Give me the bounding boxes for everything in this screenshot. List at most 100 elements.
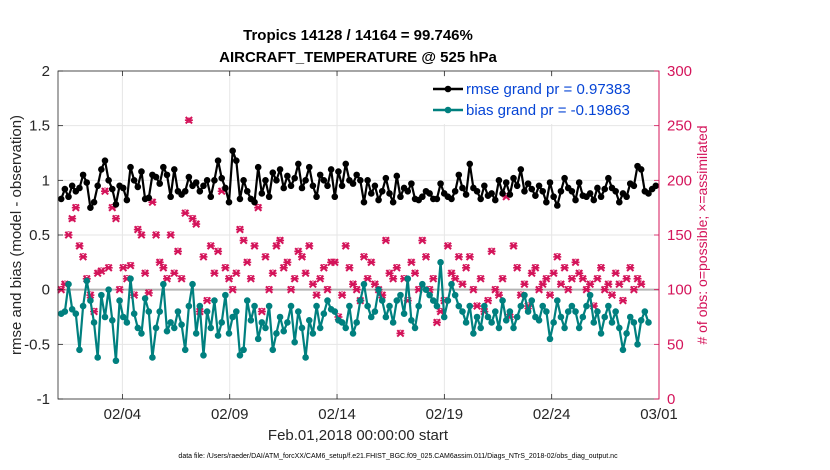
rmse-point	[295, 160, 302, 168]
bias-point	[491, 308, 499, 315]
obs-assimilated-point	[567, 274, 576, 283]
bias-point	[623, 330, 630, 337]
rmse-point	[65, 193, 72, 201]
obs-assimilated-point	[100, 187, 109, 196]
obs-assimilated-point	[305, 242, 314, 250]
bias-point	[196, 302, 204, 310]
bias-point	[105, 286, 112, 293]
bias-point	[229, 313, 236, 321]
obs-assimilated-point	[483, 296, 492, 305]
obs-assimilated-point	[235, 225, 244, 234]
obs-assimilated-point	[626, 263, 635, 272]
rmse-point	[108, 185, 116, 193]
rmse-point	[360, 198, 368, 206]
bias-point	[90, 319, 98, 326]
rmse-point	[83, 179, 91, 186]
rmse-point	[513, 182, 521, 190]
bias-point	[127, 275, 134, 283]
bias-point	[123, 319, 131, 326]
obs-assimilated-point	[578, 274, 587, 283]
obs-assimilated-point	[64, 231, 73, 239]
y-right-tick-label: 250	[667, 118, 692, 135]
rmse-point	[313, 193, 320, 201]
bias-point	[79, 302, 87, 310]
rmse-point	[532, 192, 539, 199]
bias-point	[87, 297, 94, 304]
bias-point	[415, 302, 422, 310]
obs-assimilated-point	[312, 291, 321, 300]
bias-point	[298, 324, 306, 332]
rmse-point	[594, 184, 601, 192]
bias-point	[258, 319, 266, 326]
bias-point	[404, 275, 412, 283]
obs-assimilated-point	[553, 252, 562, 261]
obs-assimilated-point	[323, 285, 332, 294]
obs-assimilated-point	[513, 263, 522, 272]
legend-box	[428, 77, 653, 124]
x-tick-label: 02/14	[318, 406, 356, 423]
y-right-tick-label: 0	[667, 391, 675, 408]
left-axis-ticks: -1 -0.5 0 0.5 1 1.5 2	[24, 63, 63, 408]
rmse-point	[597, 193, 605, 201]
bias-point	[437, 259, 444, 266]
obs-assimilated-point	[352, 285, 361, 294]
obs-assimilated-point	[104, 263, 113, 272]
obs-assimilated-point	[389, 274, 398, 283]
rmse-point	[397, 193, 404, 201]
obs-assimilated-point	[232, 269, 241, 278]
obs-assimilated-point	[542, 274, 551, 283]
bias-point	[174, 308, 182, 315]
rmse-point	[251, 198, 258, 206]
bias-point	[134, 324, 142, 332]
bias-point	[108, 316, 116, 324]
rmse-point	[211, 177, 218, 184]
bias-point	[444, 297, 452, 304]
bias-point	[641, 308, 649, 315]
rmse-point	[364, 177, 371, 184]
obs-assimilated-point	[600, 285, 609, 294]
bias-point	[393, 297, 401, 304]
obs-assimilated-point	[126, 261, 135, 270]
obs-assimilated-point	[316, 274, 325, 283]
bias-point	[517, 302, 525, 310]
x-tick-label: 02/09	[211, 406, 249, 423]
bias-point	[316, 324, 324, 332]
rmse-point	[517, 166, 525, 173]
rmse-point	[371, 182, 379, 190]
rmse-point	[448, 195, 455, 203]
obs-assimilated-point	[615, 280, 624, 289]
bias-point	[112, 357, 120, 365]
bias-point	[448, 280, 455, 288]
y-left-tick-label: -0.5	[24, 336, 50, 353]
obs-assimilated-point	[294, 247, 303, 256]
bias-point	[616, 324, 623, 332]
rmse-point	[561, 174, 568, 182]
obs-assimilated-point	[254, 203, 263, 212]
bias-point	[273, 330, 280, 337]
bias-point	[583, 302, 590, 310]
obs-assimilated-point	[141, 269, 150, 278]
rmse-point	[163, 171, 171, 179]
bias-point	[546, 335, 554, 343]
rmse-point	[367, 190, 375, 197]
obs-assimilated-point	[476, 274, 485, 283]
obs-assimilated-point	[396, 329, 405, 338]
obs-assimilated-point	[287, 285, 296, 294]
y-axis-label-left: rmse and bias (model - observation)	[8, 115, 25, 355]
bias-point	[601, 313, 609, 321]
rmse-point	[156, 180, 164, 187]
bias-point	[528, 297, 536, 304]
bias-point	[367, 313, 375, 321]
legend-rmse-marker	[444, 85, 452, 93]
rmse-point	[68, 182, 76, 190]
bias-point	[357, 297, 364, 304]
rmse-point	[433, 195, 441, 203]
rmse-point	[550, 193, 557, 201]
bias-point	[422, 286, 430, 293]
rmse-point	[477, 195, 484, 203]
obs-assimilated-point	[338, 291, 347, 300]
rmse-point	[426, 190, 433, 197]
bias-point	[200, 351, 207, 359]
bias-point	[287, 302, 295, 310]
